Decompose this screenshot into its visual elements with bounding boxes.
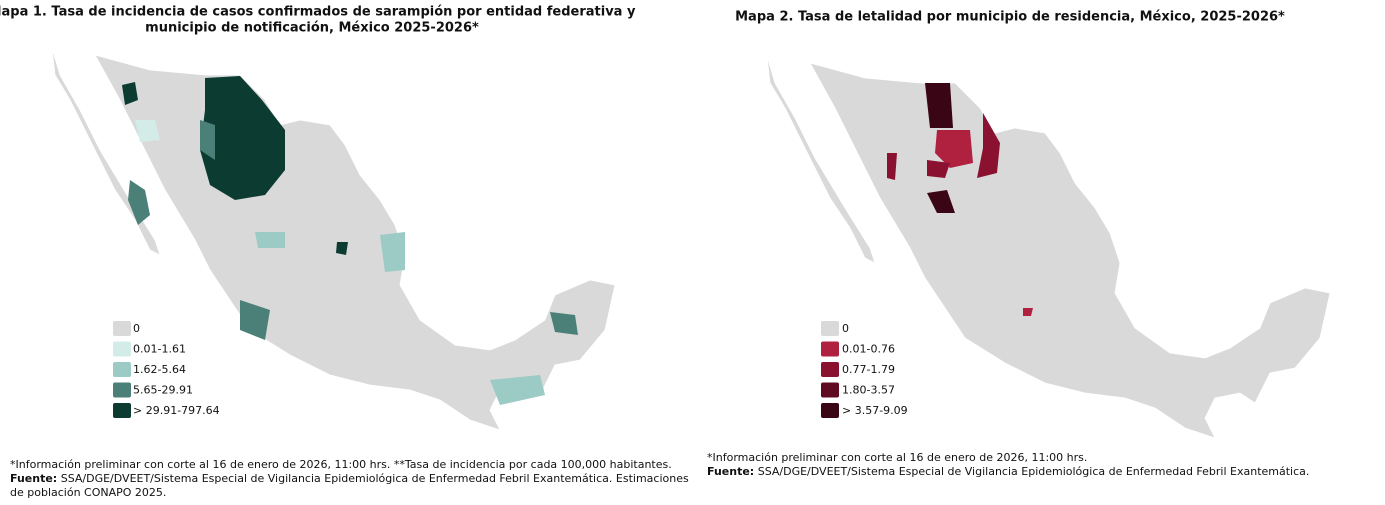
region xyxy=(977,113,1000,178)
legend-label: 0.77-1.79 xyxy=(842,363,895,376)
legend-swatch xyxy=(113,403,131,418)
region xyxy=(135,120,160,142)
region xyxy=(927,190,955,213)
region xyxy=(255,232,285,248)
map-title: Mapa 2. Tasa de letalidad por municipio … xyxy=(735,10,1285,25)
region xyxy=(550,312,578,335)
region xyxy=(200,76,285,200)
legend-label: 0 xyxy=(842,322,849,335)
map-title: Mapa 1. Tasa de incidencia de casos conf… xyxy=(0,5,636,20)
region xyxy=(935,130,973,168)
region xyxy=(200,120,215,160)
region xyxy=(240,300,270,340)
region xyxy=(1023,308,1033,316)
source-label: Fuente: xyxy=(707,465,754,478)
region xyxy=(336,242,348,255)
map-2 xyxy=(766,55,1331,439)
legend-label: 0.01-1.61 xyxy=(133,343,186,356)
legend-swatch xyxy=(113,321,131,336)
region xyxy=(925,83,953,128)
map-title: municipio de notificación, México 2025-2… xyxy=(145,21,479,36)
source: de población CONAPO 2025. xyxy=(10,486,166,499)
legend-label: > 29.91-797.64 xyxy=(133,404,220,417)
map-1 xyxy=(51,47,616,431)
legend-swatch xyxy=(821,321,839,336)
source: Fuente: SSA/DGE/DVEET/Sistema Especial d… xyxy=(707,465,1309,478)
source-label: Fuente: xyxy=(10,472,57,485)
footnote: *Información preliminar con corte al 16 … xyxy=(10,458,672,471)
legend-label: 1.62-5.64 xyxy=(133,363,186,376)
legend-label: 0 xyxy=(133,322,140,335)
legend-label: > 3.57-9.09 xyxy=(842,404,908,417)
source-text: SSA/DGE/DVEET/Sistema Especial de Vigila… xyxy=(57,472,689,485)
legend-swatch xyxy=(821,341,839,357)
region xyxy=(887,153,897,180)
legend-swatch xyxy=(113,341,131,357)
source-text: de población CONAPO 2025. xyxy=(10,486,166,499)
source: Fuente: SSA/DGE/DVEET/Sistema Especial d… xyxy=(10,472,689,485)
region xyxy=(122,82,138,105)
legend-swatch xyxy=(821,362,839,377)
legend-swatch xyxy=(113,362,131,377)
legend-label: 0.01-0.76 xyxy=(842,343,895,356)
region xyxy=(490,375,545,405)
legend-swatch xyxy=(113,382,131,398)
region xyxy=(128,180,150,225)
region xyxy=(380,232,405,272)
legend-label: 5.65-29.91 xyxy=(133,384,193,397)
source-text: SSA/DGE/DVEET/Sistema Especial de Vigila… xyxy=(754,465,1309,478)
legend-swatch xyxy=(821,403,839,418)
country-shape xyxy=(766,55,1331,439)
region xyxy=(927,160,950,178)
legend-label: 1.80-3.57 xyxy=(842,384,895,397)
legend-swatch xyxy=(821,382,839,398)
footnote: *Información preliminar con corte al 16 … xyxy=(707,451,1087,464)
